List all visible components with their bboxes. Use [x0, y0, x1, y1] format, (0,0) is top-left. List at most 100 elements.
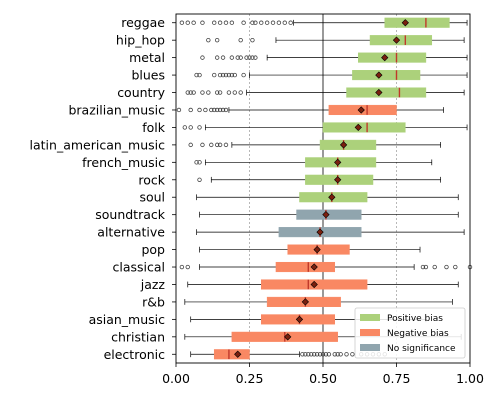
outlier-point	[217, 142, 223, 148]
outlier-point	[214, 142, 220, 148]
outlier-point	[306, 352, 311, 357]
outlier-point	[226, 72, 232, 78]
mean-marker	[334, 158, 342, 166]
outlier-point	[185, 20, 190, 25]
box-iqr	[275, 261, 336, 273]
outlier-point	[214, 107, 220, 113]
outlier-point	[200, 55, 205, 60]
category-label: asian_music	[89, 312, 166, 327]
outlier-point	[300, 352, 305, 357]
box-iqr	[322, 122, 406, 133]
outlier-point	[232, 90, 237, 95]
box-iqr	[346, 87, 427, 98]
outlier-point	[423, 264, 429, 270]
outlier-point	[200, 142, 205, 148]
outlier-point	[212, 107, 217, 113]
box-alternative	[196, 227, 465, 238]
legend-label: Negative bias	[387, 329, 449, 339]
mean-marker	[381, 54, 389, 62]
outlier-point	[220, 72, 226, 78]
outlier-point	[217, 20, 223, 25]
outlier-point	[197, 107, 202, 113]
outlier-point	[247, 55, 252, 60]
outlier-point	[250, 37, 255, 43]
outlier-point	[344, 352, 349, 357]
outlier-point	[253, 55, 258, 60]
outlier-point	[338, 352, 343, 357]
box-iqr	[384, 17, 450, 28]
outlier-point	[235, 55, 240, 60]
mean-marker	[313, 245, 321, 254]
outlier-point	[217, 90, 223, 95]
category-label: rock	[138, 172, 165, 187]
outlier-point	[188, 90, 193, 95]
box-country	[185, 87, 465, 98]
outlier-point	[176, 107, 182, 113]
outlier-point	[197, 160, 202, 165]
mean-marker	[316, 228, 324, 236]
outlier-point	[200, 20, 205, 25]
box-r&b	[184, 296, 453, 307]
box-reggae	[179, 17, 468, 28]
outlier-point	[335, 352, 340, 357]
box-french_music	[194, 157, 433, 168]
outlier-point	[206, 90, 211, 95]
legend-swatch	[360, 314, 380, 321]
category-label: soul	[139, 190, 165, 205]
x-tick-label: 0.25	[236, 371, 264, 386]
outlier-point	[197, 72, 202, 78]
category-label: pop	[141, 242, 165, 257]
outlier-point	[179, 264, 185, 270]
outlier-point	[209, 107, 214, 113]
outlier-point	[217, 72, 223, 78]
box-folk	[182, 122, 468, 133]
x-tick-label: 0.75	[383, 371, 411, 386]
outlier-point	[270, 20, 276, 25]
outlier-point	[350, 352, 355, 357]
outlier-point	[250, 20, 255, 25]
mean-marker	[339, 141, 348, 149]
box-metal	[200, 52, 468, 63]
outlier-point	[203, 107, 208, 113]
box-brazilian_music	[176, 104, 444, 116]
category-label: electronic	[104, 347, 166, 362]
outlier-point	[244, 55, 249, 60]
x-tick-label: 0.50	[309, 371, 337, 386]
mean-marker	[301, 298, 309, 306]
category-label: hip_hop	[116, 33, 165, 48]
outlier-point	[314, 352, 320, 357]
outlier-point	[453, 264, 458, 270]
mean-marker	[375, 88, 383, 97]
outlier-point	[332, 352, 337, 357]
mean-marker	[354, 123, 362, 132]
category-label: jazz	[140, 277, 166, 292]
outlier-point	[226, 90, 232, 95]
box-soundtrack	[199, 209, 459, 220]
mean-marker	[334, 176, 342, 184]
outlier-point	[194, 160, 199, 165]
outlier-point	[220, 107, 226, 113]
x-tick-label: 1.00	[456, 371, 484, 386]
box-classical	[179, 261, 473, 273]
box-iqr	[369, 35, 433, 46]
outlier-point	[232, 72, 237, 78]
outlier-point	[320, 352, 326, 357]
outlier-point	[238, 90, 243, 95]
outlier-point	[264, 20, 270, 25]
outlier-point	[323, 352, 329, 357]
outlier-point	[241, 20, 246, 25]
outlier-point	[229, 72, 235, 78]
outlier-point	[214, 37, 220, 43]
outlier-point	[223, 107, 229, 113]
outlier-point	[197, 177, 202, 182]
box-latin_american_music	[188, 139, 441, 150]
box-jazz	[187, 279, 459, 290]
outlier-point	[185, 90, 190, 95]
legend-frame	[354, 307, 466, 359]
category-label: alternative	[97, 225, 165, 240]
legend-swatch	[360, 344, 380, 351]
outlier-point	[326, 352, 332, 357]
box-asian_music	[190, 314, 427, 325]
box-blues	[194, 70, 468, 81]
